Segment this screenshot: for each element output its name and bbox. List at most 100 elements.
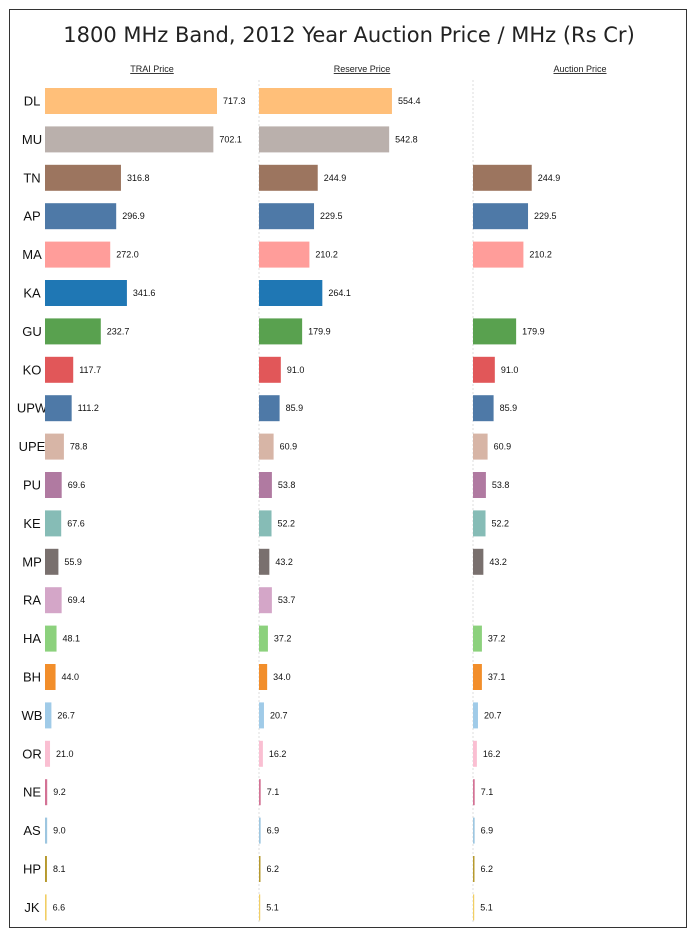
- trai-price-bar: [45, 779, 48, 806]
- trai-price-value-label: 111.2: [78, 403, 99, 413]
- reserve-price-value-label: 91.0: [287, 365, 305, 375]
- trai-price-value-label: 9.0: [53, 826, 66, 836]
- auction-price-bar: [473, 164, 532, 191]
- reserve-price-value-label: 20.7: [270, 710, 288, 720]
- auction-price-bar: [473, 779, 475, 806]
- trai-price-value-label: 9.2: [53, 787, 66, 797]
- category-label: MP: [22, 554, 42, 569]
- reserve-price-bar: [259, 280, 323, 306]
- reserve-price-value-label: 264.1: [328, 288, 351, 298]
- reserve-price-value-label: 554.4: [398, 96, 421, 106]
- auction-price-value-label: 179.9: [522, 326, 545, 336]
- reserve-price-value-label: 229.5: [320, 211, 343, 221]
- auction-price-bar: [473, 472, 486, 498]
- reserve-price-bar: [259, 433, 274, 460]
- reserve-price-bar: [259, 779, 261, 806]
- reserve-price-bar: [259, 856, 261, 882]
- trai-price-bar: [45, 126, 214, 153]
- trai-price-value-label: 717.3: [223, 96, 246, 106]
- reserve-price-bar: [259, 241, 310, 268]
- trai-price-value-label: 232.7: [107, 326, 130, 336]
- category-label: TN: [23, 170, 40, 185]
- reserve-price-value-label: 60.9: [280, 442, 298, 452]
- auction-price-value-label: 210.2: [529, 250, 552, 260]
- auction-price-bar: [473, 740, 477, 767]
- trai-price-value-label: 341.6: [133, 288, 156, 298]
- auction-price-value-label: 5.1: [480, 902, 493, 912]
- trai-price-bar: [45, 894, 47, 921]
- category-label: AS: [23, 823, 41, 838]
- auction-price-value-label: 7.1: [481, 787, 494, 797]
- auction-price-value-label: 6.9: [481, 826, 494, 836]
- trai-price-bar: [45, 664, 56, 690]
- reserve-price-bar: [259, 625, 268, 652]
- reserve-price-bar: [259, 548, 270, 575]
- trai-price-value-label: 48.1: [63, 634, 81, 644]
- category-label: PU: [23, 478, 41, 493]
- trai-price-bar: [45, 587, 62, 614]
- reserve-price-value-label: 34.0: [273, 672, 291, 682]
- trai-price-bar: [45, 817, 48, 844]
- trai-price-bar: [45, 702, 52, 729]
- reserve-price-bar: [259, 817, 261, 844]
- category-label: WB: [22, 708, 43, 723]
- trai-price-value-label: 272.0: [116, 250, 139, 260]
- reserve-price-value-label: 542.8: [395, 134, 418, 144]
- auction-price-bar: [473, 817, 475, 844]
- reserve-price-bar: [259, 395, 280, 422]
- reserve-price-bar: [259, 203, 315, 230]
- trai-price-bar: [45, 856, 47, 882]
- category-label: KA: [23, 286, 41, 301]
- reserve-price-bar: [259, 88, 392, 114]
- trai-price-bar: [45, 280, 127, 306]
- reserve-price-bar: [259, 587, 272, 614]
- reserve-price-header: Reserve Price: [334, 64, 391, 74]
- trai-price-value-label: 69.4: [68, 595, 86, 605]
- trai-price-value-label: 117.7: [79, 365, 101, 375]
- trai-price-value-label: 26.7: [57, 710, 75, 720]
- reserve-price-value-label: 6.2: [266, 864, 279, 874]
- trai-price-value-label: 316.8: [127, 173, 150, 183]
- auction-price-bar: [473, 395, 494, 422]
- auction-price-bar: [473, 894, 475, 921]
- auction-price-value-label: 37.2: [488, 634, 506, 644]
- auction-price-value-label: 85.9: [500, 403, 518, 413]
- auction-price-bar: [473, 548, 484, 575]
- trai-price-bar: [45, 203, 117, 230]
- reserve-price-value-label: 244.9: [324, 173, 347, 183]
- auction-price-header: Auction Price: [553, 64, 606, 74]
- chart-frame: [9, 9, 687, 928]
- trai-price-value-label: 296.9: [122, 211, 145, 221]
- category-label: KE: [23, 516, 41, 531]
- reserve-price-value-label: 52.2: [278, 518, 296, 528]
- auction-price-value-label: 229.5: [534, 211, 557, 221]
- trai-price-bar: [45, 510, 62, 537]
- auction-price-value-label: 16.2: [483, 749, 501, 759]
- reserve-price-bar: [259, 126, 390, 153]
- reserve-price-value-label: 5.1: [266, 902, 279, 912]
- category-label: UPW: [17, 401, 48, 416]
- chart-title: 1800 MHz Band, 2012 Year Auction Price /…: [63, 23, 635, 47]
- auction-price-value-label: 53.8: [492, 480, 510, 490]
- reserve-price-value-label: 179.9: [308, 326, 331, 336]
- trai-price-bar: [45, 625, 57, 652]
- auction-price-bar: [473, 856, 475, 882]
- trai-price-bar: [45, 241, 111, 268]
- reserve-price-bar: [259, 472, 272, 498]
- auction-price-value-label: 244.9: [538, 173, 561, 183]
- trai-price-value-label: 78.8: [70, 442, 88, 452]
- trai-price-bar: [45, 472, 62, 498]
- auction-price-value-label: 60.9: [494, 442, 512, 452]
- auction-price-value-label: 52.2: [492, 518, 510, 528]
- category-label: AP: [23, 209, 40, 224]
- trai-price-value-label: 6.6: [53, 902, 66, 912]
- category-label: UPE: [19, 439, 46, 454]
- category-label: KO: [23, 362, 42, 377]
- category-label: MA: [22, 247, 42, 262]
- trai-price-bar: [45, 740, 51, 767]
- trai-price-bar: [45, 88, 217, 114]
- category-label: HP: [23, 862, 41, 877]
- category-label: NE: [23, 785, 41, 800]
- trai-price-bar: [45, 318, 101, 345]
